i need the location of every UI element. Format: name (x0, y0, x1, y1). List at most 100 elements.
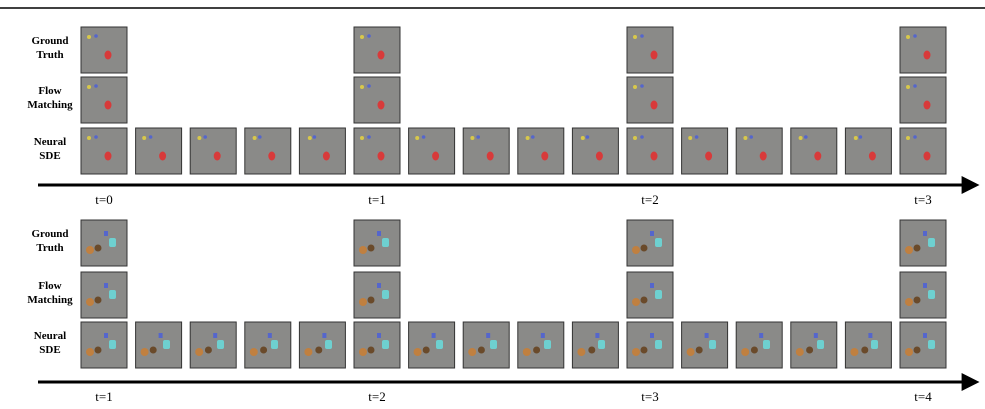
object (367, 84, 371, 88)
frame-image (353, 321, 401, 369)
frame-image (571, 127, 619, 175)
object (525, 136, 530, 140)
frame-image (844, 127, 892, 175)
frame (80, 271, 128, 319)
object (694, 135, 699, 139)
object (923, 50, 931, 60)
object (913, 346, 921, 354)
row-label: Flow (38, 85, 61, 97)
frame-image (626, 321, 674, 369)
object (814, 151, 822, 161)
frame-image (899, 127, 947, 175)
row-label: Truth (36, 49, 63, 61)
row-label: Matching (27, 99, 73, 111)
object (795, 348, 804, 356)
frame (462, 321, 510, 369)
object (580, 136, 585, 140)
frame-image (244, 321, 292, 369)
frame-image (80, 271, 128, 319)
frame (844, 127, 892, 175)
object (86, 298, 94, 306)
frame-image (735, 127, 783, 175)
object (87, 85, 91, 89)
object (312, 135, 317, 139)
object (906, 35, 910, 39)
object (86, 246, 94, 254)
object (197, 136, 202, 140)
object (382, 340, 389, 349)
object (486, 151, 494, 161)
frame-image (626, 219, 674, 267)
frame-image (626, 76, 674, 124)
frame (790, 321, 838, 369)
frame (80, 321, 128, 369)
object (798, 136, 803, 140)
frame (80, 219, 128, 267)
frame-image (626, 26, 674, 74)
frame-image (844, 321, 892, 369)
frame (899, 321, 947, 369)
object (104, 151, 112, 161)
object (490, 340, 497, 349)
object (377, 100, 385, 110)
frame-image (735, 321, 783, 369)
frame-image (899, 271, 947, 319)
object (541, 151, 549, 161)
frame (80, 127, 128, 175)
frame (844, 321, 892, 369)
frame-image (408, 321, 456, 369)
frame-image (135, 127, 183, 175)
object (928, 290, 935, 299)
object (817, 340, 824, 349)
time-label: t=2 (641, 192, 658, 207)
object (650, 151, 658, 161)
object (655, 238, 662, 247)
object (923, 231, 927, 236)
object (149, 346, 157, 354)
object (577, 348, 586, 356)
frame-image (790, 321, 838, 369)
object (94, 84, 98, 88)
object (86, 348, 94, 356)
object (377, 333, 381, 338)
row-label: Matching (27, 294, 73, 306)
object (213, 333, 218, 338)
object (422, 346, 430, 354)
frame-image (790, 127, 838, 175)
row-label: SDE (39, 150, 60, 162)
frame-image (462, 127, 510, 175)
object (413, 348, 422, 356)
object (633, 35, 637, 39)
object (633, 136, 637, 140)
object (585, 135, 590, 139)
object (640, 34, 644, 38)
object (688, 136, 693, 140)
frame (899, 219, 947, 267)
object (923, 333, 927, 338)
object (695, 346, 703, 354)
object (322, 151, 330, 161)
object (304, 348, 313, 356)
object (271, 340, 278, 349)
object (382, 238, 389, 247)
object (650, 50, 658, 60)
object (705, 151, 713, 161)
object (533, 346, 541, 354)
object (640, 84, 644, 88)
object (94, 34, 98, 38)
object (268, 151, 276, 161)
object (686, 348, 695, 356)
row-label: Flow (38, 280, 61, 292)
object (868, 333, 873, 338)
object (906, 136, 910, 140)
object (359, 298, 367, 306)
time-label: t=4 (914, 389, 932, 404)
object (163, 340, 170, 349)
frame-image (408, 127, 456, 175)
frame-image (135, 321, 183, 369)
frame (626, 26, 674, 74)
frame (353, 219, 401, 267)
frame-image (80, 219, 128, 267)
object (905, 348, 913, 356)
object (322, 333, 327, 338)
